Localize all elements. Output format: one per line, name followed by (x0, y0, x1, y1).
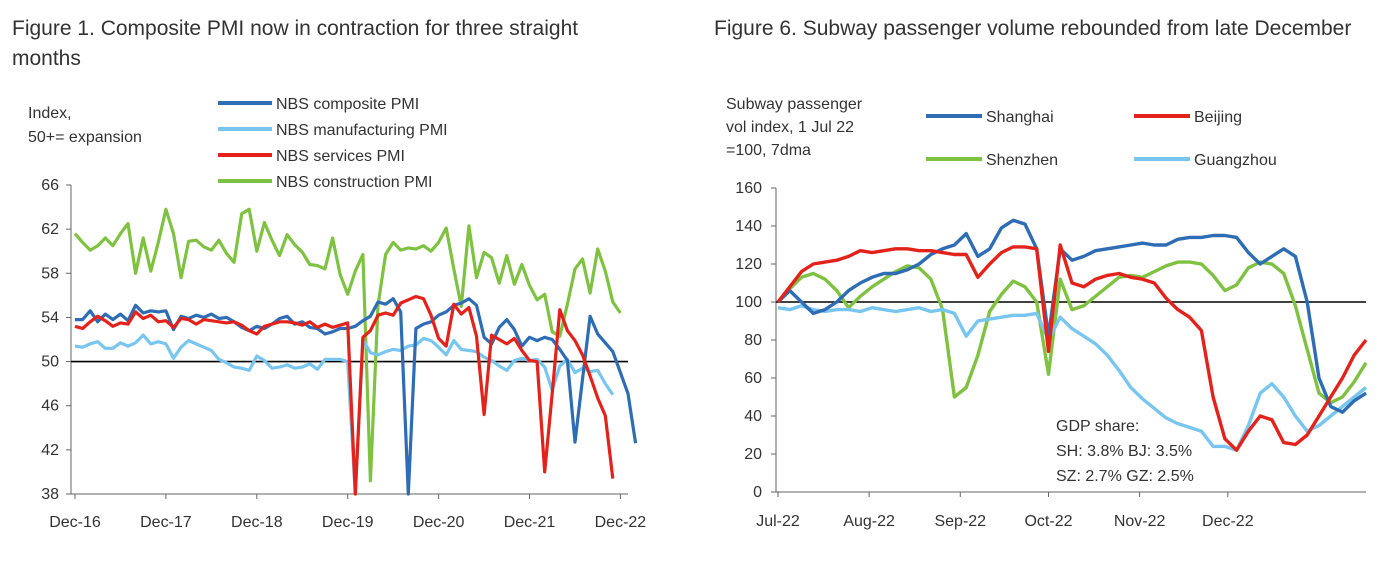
x-tick-label: Aug-22 (843, 513, 895, 530)
x-tick-label: Dec-19 (322, 514, 374, 531)
y-tick-label: 120 (735, 256, 762, 273)
legend-label-shanghai: Shanghai (986, 109, 1054, 126)
x-tick-label: Nov-22 (1114, 513, 1166, 530)
y-axis-label: Index, (28, 105, 72, 122)
legend-label-nbs-construction-pmi: NBS construction PMI (276, 174, 433, 191)
series-line-nbs-construction-pmi (73, 207, 622, 483)
x-tick-label: Sep-22 (934, 513, 986, 530)
x-tick-label: Dec-21 (504, 514, 556, 531)
y-axis-label: vol index, 1 Jul 22 (726, 119, 854, 136)
y-axis-label: 50+= expansion (28, 129, 142, 146)
y-axis-label: =100, 7dma (726, 142, 811, 159)
y-tick-label: 160 (735, 180, 762, 197)
series-line-nbs-composite-pmi (75, 297, 638, 496)
x-tick-label: Dec-22 (1202, 513, 1254, 530)
y-tick-label: 58 (41, 265, 59, 282)
x-tick-label: Dec-17 (140, 514, 192, 531)
y-tick-label: 140 (735, 218, 762, 235)
y-tick-label: 66 (41, 177, 59, 194)
y-tick-label: 38 (41, 486, 59, 503)
x-tick-label: Dec-22 (595, 514, 647, 531)
y-tick-label: 40 (744, 408, 762, 425)
y-tick-label: 100 (735, 294, 762, 311)
figure-1-title: Figure 1. Composite PMI now in contracti… (12, 17, 579, 70)
legend-label-guangzhou: Guangzhou (1194, 152, 1277, 169)
y-tick-label: 20 (744, 446, 762, 463)
series-line-shenzhen (776, 260, 1368, 405)
x-tick-label: Dec-18 (231, 514, 283, 531)
x-tick-label: Dec-16 (49, 514, 101, 531)
legend-label-nbs-services-pmi: NBS services PMI (276, 148, 405, 165)
legend-label-shenzhen: Shenzhen (986, 152, 1058, 169)
gdp-share-annotation: GDP share: (1056, 418, 1139, 435)
legend-label-nbs-manufacturing-pmi: NBS manufacturing PMI (276, 122, 448, 139)
y-tick-label: 46 (41, 398, 59, 415)
legend-label-nbs-composite-pmi: NBS composite PMI (276, 96, 419, 113)
y-tick-label: 80 (744, 332, 762, 349)
y-tick-label: 60 (744, 370, 762, 387)
gdp-share-annotation: SZ: 2.7% GZ: 2.5% (1056, 468, 1194, 485)
y-tick-label: 54 (41, 309, 59, 326)
gdp-share-annotation: SH: 3.8% BJ: 3.5% (1056, 443, 1192, 460)
y-tick-label: 0 (753, 484, 762, 501)
series-line-shanghai (776, 218, 1367, 414)
series-line-nbs-manufacturing-pmi (74, 333, 615, 496)
y-tick-label: 42 (41, 442, 59, 459)
pmi-line-chart: Index, 50+= expansion 38 42 46 50 54 58 62 66 Dec-… (28, 96, 647, 531)
y-tick-label: 50 (41, 354, 59, 371)
y-tick-label: 62 (41, 221, 59, 238)
series-line-beijing (776, 243, 1368, 452)
series-line-guangzhou (777, 304, 1368, 452)
figure-6-title: Figure 6. Subway passenger volume reboun… (714, 17, 1352, 40)
x-tick-label: Dec-20 (413, 514, 465, 531)
x-tick-label: Oct-22 (1024, 513, 1072, 530)
series-line-nbs-services-pmi (74, 294, 615, 496)
x-tick-label: Jul-22 (756, 513, 800, 530)
legend-label-beijing: Beijing (1194, 109, 1242, 126)
y-axis-label: Subway passenger (726, 96, 863, 113)
